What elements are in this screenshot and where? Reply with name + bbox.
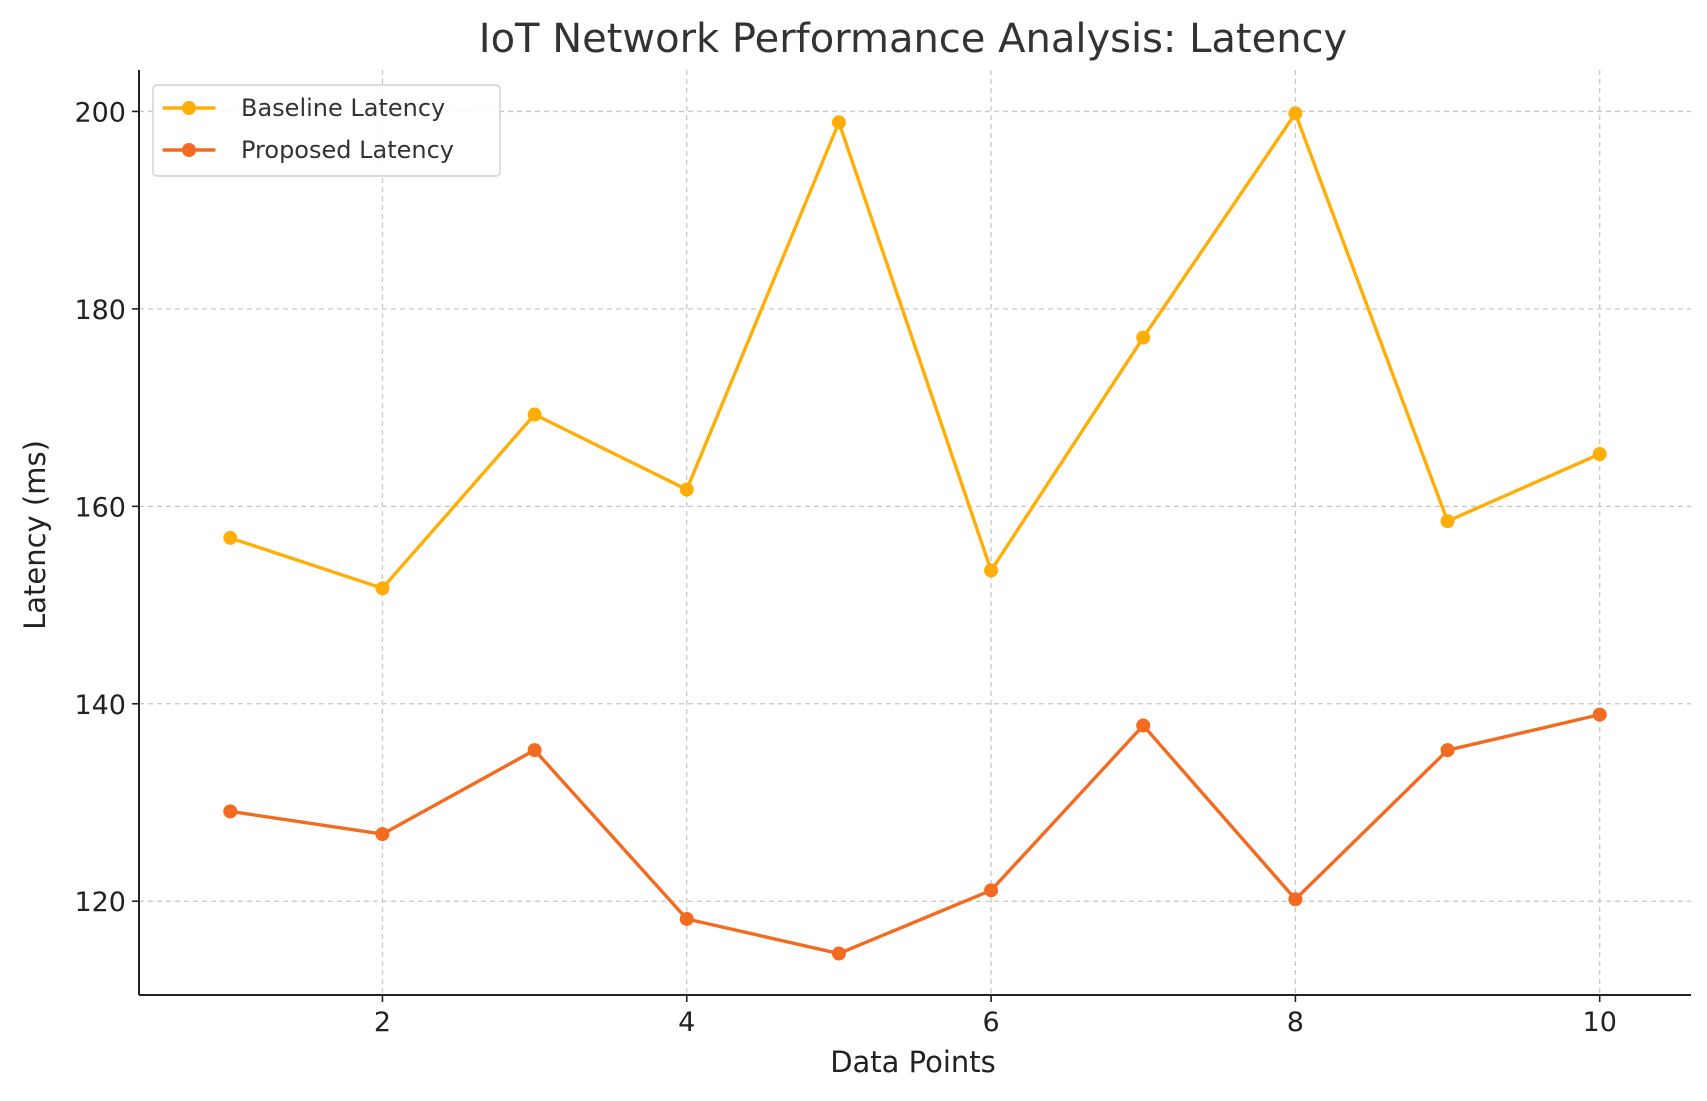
series-line [228, 712, 1602, 956]
chart-title: IoT Network Performance Analysis: Latenc… [479, 16, 1347, 62]
y-axis-label: Latency (ms) [18, 440, 52, 630]
legend-label: Proposed Latency [241, 136, 454, 164]
data-point [1136, 718, 1151, 733]
data-point [1440, 743, 1455, 758]
y-tick-label: 160 [74, 492, 126, 523]
data-point [223, 530, 238, 545]
y-tick-label: 140 [74, 690, 126, 721]
data-point [527, 407, 542, 422]
legend: Baseline Latency Proposed Latency [152, 84, 501, 177]
data-point [984, 883, 999, 898]
y-tick-label: 180 [74, 295, 126, 326]
data-point [831, 115, 846, 130]
data-point [1288, 106, 1303, 121]
series-line [228, 111, 1602, 590]
y-tick-label: 120 [74, 887, 126, 918]
data-point [1288, 892, 1303, 907]
data-point [223, 804, 238, 819]
x-tick-label: 4 [678, 1007, 695, 1038]
x-tick-label: 6 [982, 1007, 999, 1038]
series [223, 106, 1607, 961]
series-proposed-latency [223, 707, 1607, 961]
data-point [1592, 707, 1607, 722]
x-tick-label: 10 [1583, 1007, 1617, 1038]
data-point [984, 563, 999, 578]
legend-entry: Baseline Latency [162, 94, 445, 122]
data-point [1440, 514, 1455, 529]
legend-marker [182, 101, 196, 115]
series-baseline-latency [223, 106, 1607, 596]
ticks: 2 4 6 8 10 120 140 160 180 200 [74, 97, 1616, 1038]
x-tick-label: 8 [1287, 1007, 1304, 1038]
x-tick-label: 2 [374, 1007, 391, 1038]
x-axis-label: Data Points [830, 1045, 996, 1079]
data-point [831, 946, 846, 961]
data-point [679, 482, 694, 497]
data-point [1592, 447, 1607, 462]
grid [139, 70, 1691, 995]
data-point [375, 581, 390, 596]
y-tick-label: 200 [74, 97, 126, 128]
legend-label: Baseline Latency [241, 94, 445, 122]
data-point [1136, 330, 1151, 345]
legend-entry: Proposed Latency [162, 136, 454, 164]
data-point [679, 911, 694, 926]
data-point [527, 743, 542, 758]
legend-marker [182, 143, 196, 157]
axes [138, 70, 1691, 996]
data-point [375, 827, 390, 842]
legend-box [152, 84, 501, 177]
